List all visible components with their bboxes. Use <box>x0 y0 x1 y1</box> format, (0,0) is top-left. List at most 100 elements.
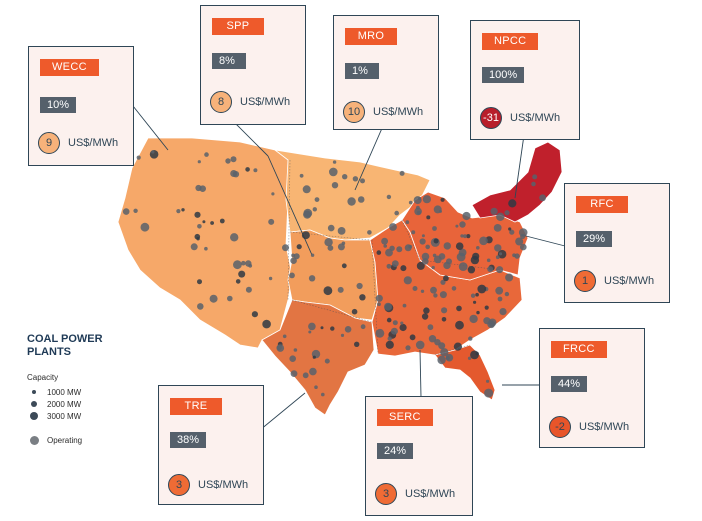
coal-plant-dot <box>499 308 507 316</box>
price-circle: 10 <box>343 101 365 123</box>
coal-plant-dot <box>451 286 457 291</box>
coal-plant-dot <box>484 305 489 310</box>
coal-plant-dot <box>190 243 198 251</box>
coal-plant-dot <box>440 279 446 285</box>
coal-plant-dot <box>455 320 464 330</box>
region-tag: WECC <box>40 59 99 76</box>
legend-dot-small <box>32 390 36 394</box>
coal-plant-dot <box>197 303 204 310</box>
region-tag: RFC <box>576 196 628 213</box>
coal-plant-dot <box>467 266 476 274</box>
coal-plant-dot <box>514 253 520 259</box>
legend-size-1000: 1000 MW <box>27 386 117 398</box>
coal-plant-dot <box>344 326 352 333</box>
share-value: 1% <box>345 63 379 79</box>
coal-plant-dot <box>460 234 464 238</box>
coal-plant-dot <box>445 353 454 362</box>
coal-plant-dot <box>331 182 339 189</box>
coal-plant-dot <box>194 233 201 240</box>
coal-plant-dot <box>356 282 363 290</box>
coal-plant-dot <box>416 261 425 270</box>
coal-plant-dot <box>386 263 392 269</box>
coal-plant-dot <box>197 224 202 229</box>
coal-plant-dot <box>327 224 335 232</box>
card-npcc: NPCC 100% -31 US$/MWh <box>470 20 580 140</box>
coal-plant-dot <box>360 178 365 184</box>
coal-plant-dot <box>308 275 316 282</box>
coal-plant-dot <box>204 152 209 157</box>
share-value: 29% <box>576 231 613 247</box>
legend-title: COAL POWER PLANTS <box>27 333 103 358</box>
coal-plant-dot <box>136 155 141 160</box>
coal-plant-dot <box>293 253 300 260</box>
coal-plant-dot <box>230 170 238 177</box>
coal-plant-dot <box>489 322 495 327</box>
coal-plant-dot <box>140 222 150 232</box>
coal-plant-dot <box>312 355 316 359</box>
coal-plant-dot <box>408 200 413 205</box>
coal-plant-dot <box>389 223 397 231</box>
coal-plant-dot <box>392 320 398 326</box>
coal-plant-dot <box>413 196 422 205</box>
coal-plant-dot <box>199 185 206 192</box>
price-unit: US$/MWh <box>604 275 655 287</box>
coal-plant-dot <box>245 260 252 267</box>
region-tag: TRE <box>170 398 222 415</box>
coal-plant-dot <box>459 221 466 228</box>
coal-plant-dot <box>321 392 325 397</box>
coal-plant-dot <box>347 197 356 206</box>
coal-plant-dot <box>432 226 437 231</box>
coal-plant-dot <box>375 328 385 338</box>
coal-plant-dot <box>351 308 358 315</box>
coal-plant-dot <box>475 292 479 297</box>
coal-plant-dot <box>467 356 472 360</box>
share-value: 100% <box>482 67 525 83</box>
coal-plant-dot <box>354 341 360 347</box>
coal-plant-dot <box>416 210 421 215</box>
coal-plant-dot <box>431 265 435 270</box>
legend-capacity-label: Capacity <box>27 373 59 382</box>
legend-dot-large <box>30 412 38 420</box>
coal-plant-dot <box>531 181 536 187</box>
coal-plant-dot <box>253 168 258 173</box>
coal-plant-dot <box>276 344 282 351</box>
price-unit: US$/MWh <box>373 106 424 118</box>
coal-plant-dot <box>433 238 439 244</box>
price-circle: 8 <box>210 91 232 113</box>
card-spp: SPP 8% 8 US$/MWh <box>200 5 306 125</box>
coal-plant-dot <box>230 156 237 163</box>
coal-plant-dot <box>181 208 185 212</box>
coal-plant-dot <box>509 229 515 235</box>
legend-size-2000: 2000 MW <box>27 398 117 410</box>
coal-plant-dot <box>386 194 392 200</box>
coal-plant-dot <box>437 355 446 365</box>
coal-plant-dot <box>458 248 467 257</box>
coal-plant-dot <box>497 296 503 302</box>
coal-plant-dot <box>375 294 383 302</box>
price-unit: US$/MWh <box>240 96 291 108</box>
coal-plant-dot <box>271 192 275 196</box>
coal-plant-dot <box>440 197 445 202</box>
coal-plant-dot <box>308 330 312 334</box>
region-tag: SPP <box>212 18 264 35</box>
price-circle: 3 <box>375 483 397 505</box>
coal-plant-dot <box>245 167 250 172</box>
coal-plant-dot <box>390 327 398 335</box>
coal-plant-dot <box>357 196 365 203</box>
share-value: 38% <box>170 432 207 448</box>
coal-plant-dot <box>411 230 416 235</box>
coal-plant-dot <box>268 218 275 225</box>
coal-plant-dot <box>238 270 246 278</box>
coal-plant-dot <box>289 355 297 363</box>
coal-plant-dot <box>309 367 317 376</box>
coal-plant-dot <box>441 307 448 314</box>
coal-plant-dot <box>422 258 429 265</box>
price-circle: 1 <box>574 270 596 292</box>
coal-plant-dot <box>324 358 330 364</box>
coal-plant-dot <box>438 342 446 350</box>
coal-plant-dot <box>466 234 471 239</box>
coal-plant-dot <box>469 314 478 324</box>
coal-plant-dot <box>497 249 507 259</box>
region-tag: NPCC <box>482 33 539 50</box>
